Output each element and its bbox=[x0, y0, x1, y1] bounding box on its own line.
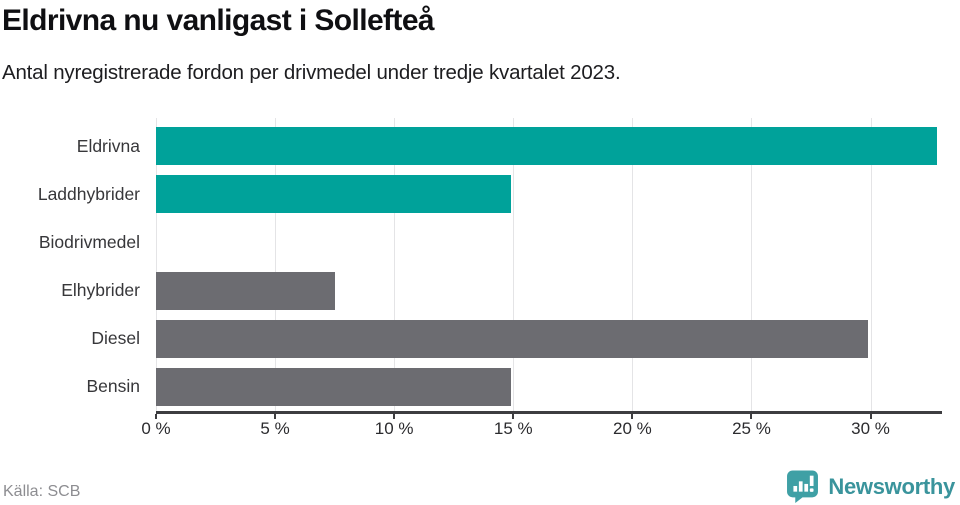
bar-eldrivna bbox=[156, 127, 938, 166]
gridline bbox=[156, 118, 157, 411]
brand-name: Newsworthy bbox=[828, 473, 955, 499]
category-label: Biodrivmedel bbox=[38, 231, 140, 252]
bar-row bbox=[156, 363, 942, 411]
bar-row bbox=[156, 218, 942, 266]
bar-bensin bbox=[156, 367, 511, 406]
x-tick-label: 0 % bbox=[141, 419, 171, 438]
gridline bbox=[632, 118, 634, 411]
newsworthy-bubble-icon bbox=[787, 470, 819, 503]
x-axis-tick bbox=[274, 414, 277, 419]
chart-title: Eldrivna nu vanligast i Sollefteå bbox=[2, 4, 435, 37]
category-label: Elhybrider bbox=[61, 280, 140, 301]
x-axis-tick bbox=[155, 414, 157, 419]
source-note: Källa: SCB bbox=[3, 483, 81, 500]
bar-diesel bbox=[156, 319, 869, 358]
x-axis-line bbox=[156, 411, 942, 414]
bar-elhybrider bbox=[156, 271, 335, 310]
category-axis-labels: Eldrivna Laddhybrider Biodrivmedel Elhybrid… bbox=[0, 122, 140, 411]
gridline bbox=[751, 118, 753, 411]
x-tick-label: 25 % bbox=[732, 419, 771, 438]
x-axis-tick bbox=[631, 414, 634, 419]
x-tick-label: 10 % bbox=[374, 419, 414, 438]
x-tick-label: 20 % bbox=[612, 419, 652, 438]
gridline bbox=[513, 118, 515, 411]
bar-row bbox=[156, 122, 942, 170]
x-tick-label: 15 % bbox=[493, 419, 533, 438]
bar-laddhybrider bbox=[156, 175, 511, 214]
gridline bbox=[394, 118, 396, 411]
bar-rows bbox=[156, 122, 942, 411]
x-axis-tick bbox=[393, 414, 396, 419]
brand-logo: Newsworthy bbox=[786, 470, 955, 503]
gridline bbox=[870, 118, 872, 411]
category-label: Diesel bbox=[91, 328, 140, 349]
chart-subtitle: Antal nyregistrerade fordon per drivmede… bbox=[2, 61, 621, 84]
bar-row bbox=[156, 267, 942, 315]
x-tick-label: 30 % bbox=[851, 419, 890, 438]
category-label: Bensin bbox=[86, 376, 140, 397]
category-label: Laddhybrider bbox=[37, 183, 140, 204]
bar-row bbox=[156, 170, 942, 218]
category-label: Eldrivna bbox=[76, 135, 140, 156]
x-axis-tick bbox=[512, 414, 515, 419]
plot-area bbox=[156, 118, 942, 411]
x-axis-tick bbox=[869, 414, 872, 419]
bar-row bbox=[156, 315, 942, 363]
x-axis-tick bbox=[750, 414, 753, 419]
gridline bbox=[275, 118, 277, 411]
x-tick-label: 5 % bbox=[260, 419, 290, 438]
